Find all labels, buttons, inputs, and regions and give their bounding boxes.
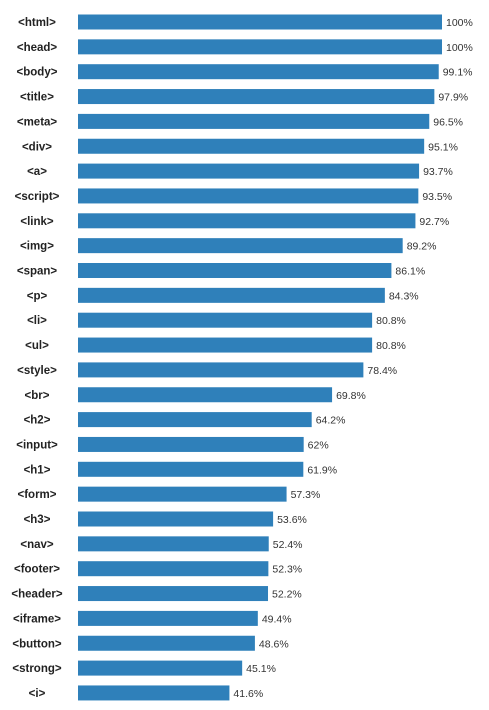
value-label: 62% xyxy=(308,439,329,451)
bar xyxy=(78,312,373,328)
category-label: <title> xyxy=(20,92,54,104)
category-label: <header> xyxy=(11,589,62,601)
category-label: <div> xyxy=(22,141,52,153)
value-label: 96.5% xyxy=(433,116,463,128)
value-label: 93.5% xyxy=(422,191,452,203)
category-label: <html> xyxy=(18,17,56,29)
bar xyxy=(78,138,425,154)
category-label: <i> xyxy=(29,688,46,700)
value-label: 86.1% xyxy=(395,266,425,278)
bar xyxy=(78,610,258,626)
bar xyxy=(78,511,274,527)
bar xyxy=(78,387,333,403)
bar xyxy=(78,461,304,477)
value-label: 99.1% xyxy=(443,67,473,79)
category-label: <span> xyxy=(17,266,58,278)
value-label: 64.2% xyxy=(316,415,346,427)
value-label: 100% xyxy=(446,42,473,54)
bar xyxy=(78,536,269,552)
bar xyxy=(78,113,430,129)
value-label: 53.6% xyxy=(277,514,307,526)
bar xyxy=(78,337,373,353)
bar xyxy=(78,64,439,80)
bar xyxy=(78,635,255,651)
value-label: 61.9% xyxy=(307,464,337,476)
value-label: 45.1% xyxy=(246,663,276,675)
category-label: <p> xyxy=(27,290,48,302)
bar xyxy=(78,412,312,428)
bar xyxy=(78,39,442,55)
value-label: 89.2% xyxy=(407,241,437,253)
bar xyxy=(78,89,435,105)
category-label: <iframe> xyxy=(13,613,61,625)
category-label: <link> xyxy=(20,216,54,228)
value-label: 80.8% xyxy=(376,340,406,352)
value-label: 100% xyxy=(446,17,473,29)
category-label: <h3> xyxy=(24,514,51,526)
bar xyxy=(78,486,287,502)
category-label: <strong> xyxy=(12,663,61,675)
value-label: 49.4% xyxy=(262,613,292,625)
category-label: <meta> xyxy=(17,116,58,128)
category-label: <form> xyxy=(18,489,57,501)
category-label: <h1> xyxy=(24,464,51,476)
category-label: <a> xyxy=(27,166,47,178)
value-label: 84.3% xyxy=(389,290,419,302)
bar xyxy=(78,188,419,204)
category-label: <script> xyxy=(15,191,60,203)
category-label: <footer> xyxy=(14,564,60,576)
bar xyxy=(78,660,243,676)
category-label: <h2> xyxy=(24,415,51,427)
value-label: 97.9% xyxy=(438,92,468,104)
bar xyxy=(78,436,304,452)
value-label: 52.3% xyxy=(272,564,302,576)
category-label: <ul> xyxy=(25,340,49,352)
bar xyxy=(78,14,442,30)
category-label: <li> xyxy=(27,315,47,327)
value-label: 80.8% xyxy=(376,315,406,327)
category-label: <input> xyxy=(16,439,58,451)
value-label: 69.8% xyxy=(336,390,366,402)
bar xyxy=(78,238,403,254)
bar xyxy=(78,685,230,701)
category-label: <head> xyxy=(17,42,58,54)
value-label: 92.7% xyxy=(419,216,449,228)
value-label: 95.1% xyxy=(428,141,458,153)
bar xyxy=(78,163,420,179)
category-label: <button> xyxy=(12,638,61,650)
category-label: <nav> xyxy=(20,539,54,551)
bar xyxy=(78,561,269,577)
value-label: 93.7% xyxy=(423,166,453,178)
value-label: 78.4% xyxy=(367,365,397,377)
category-label: <style> xyxy=(17,365,57,377)
bar xyxy=(78,287,385,303)
category-label: <br> xyxy=(25,390,50,402)
category-label: <body> xyxy=(17,67,58,79)
category-label: <img> xyxy=(20,241,54,253)
value-label: 48.6% xyxy=(259,638,289,650)
value-label: 52.2% xyxy=(272,589,302,601)
bar xyxy=(78,362,364,378)
value-label: 57.3% xyxy=(291,489,321,501)
bar xyxy=(78,263,392,278)
value-label: 41.6% xyxy=(233,688,263,700)
value-label: 52.4% xyxy=(273,539,303,551)
bar xyxy=(78,586,269,602)
bar xyxy=(78,213,416,229)
